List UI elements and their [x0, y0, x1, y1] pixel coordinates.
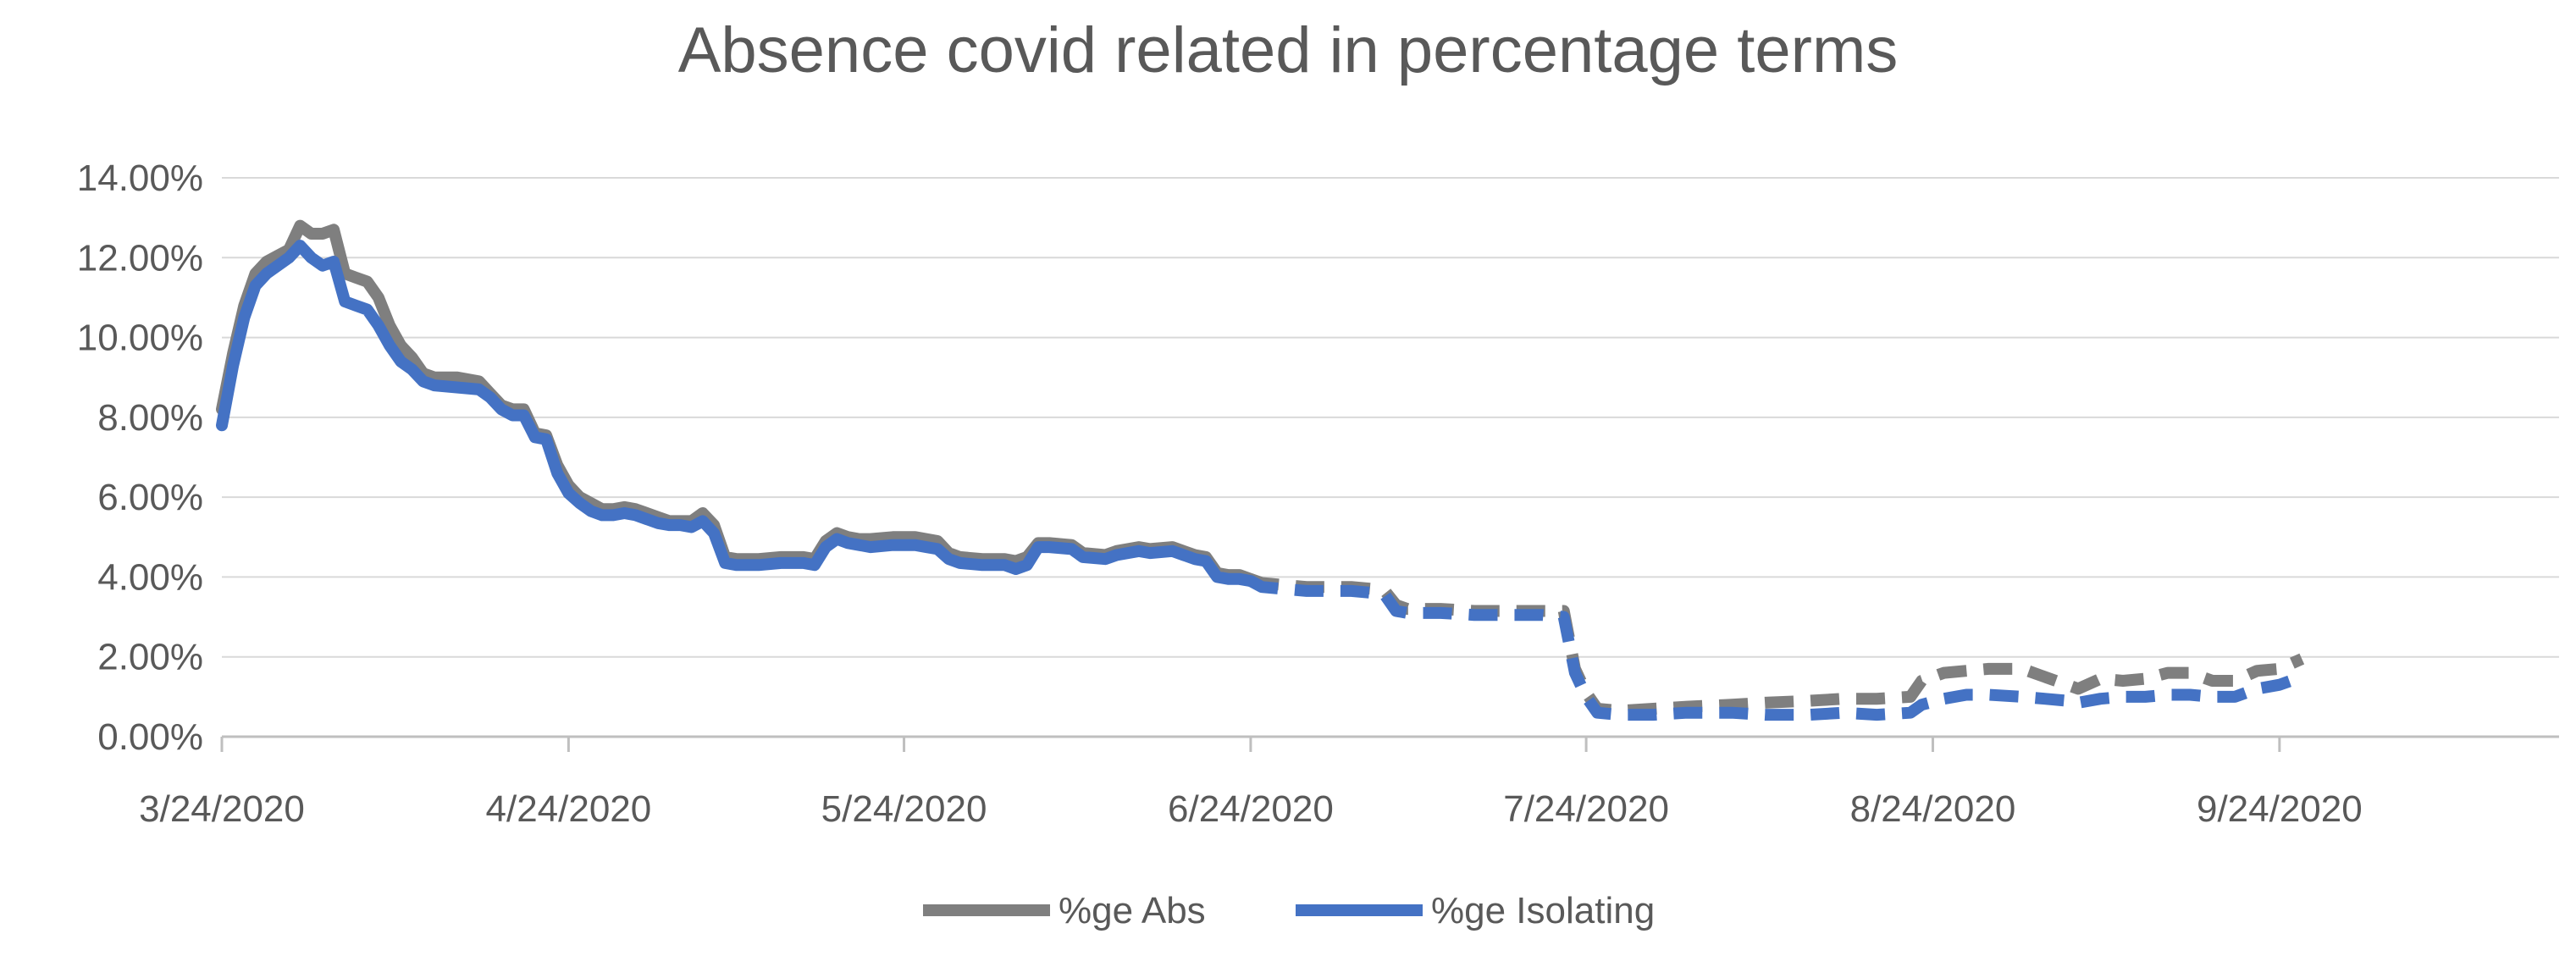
y-tick-label: 12.00%: [77, 237, 203, 279]
y-tick-label: 4.00%: [97, 556, 203, 598]
series-line-ge-abs-solid: [216, 219, 1257, 585]
legend: %ge Abs %ge Isolating: [923, 890, 1655, 931]
x-tick-label: 9/24/2020: [2197, 788, 2363, 830]
x-tick-label: 4/24/2020: [486, 788, 652, 830]
y-axis: 0.00% 2.00% 4.00% 6.00% 8.00% 10.00% 12.00% 14.…: [77, 157, 203, 758]
y-tick-label: 8.00%: [97, 397, 203, 439]
x-tick-label: 7/24/2020: [1503, 788, 1669, 830]
y-tick-label: 0.00%: [97, 716, 203, 758]
x-tick-label: 5/24/2020: [821, 788, 987, 830]
y-tick-label: 2.00%: [97, 637, 203, 678]
series-lines: [216, 219, 2305, 721]
legend-label-ge-isolating: %ge Isolating: [1431, 890, 1655, 931]
x-axis: 3/24/2020 4/24/2020 5/24/2020 6/24/2020 7/24…: [139, 737, 2363, 830]
x-tick-label: 6/24/2020: [1168, 788, 1334, 830]
chart-title: Absence covid related in percentage term…: [677, 14, 1899, 86]
series-line-ge-isolating-solid: [216, 240, 1257, 588]
y-tick-label: 6.00%: [97, 477, 203, 518]
x-tick-label: 8/24/2020: [1850, 788, 2016, 830]
gridlines: [222, 177, 2559, 738]
y-tick-label: 10.00%: [77, 318, 203, 359]
legend-label-ge-abs: %ge Abs: [1059, 890, 1206, 931]
x-tick-label: 3/24/2020: [139, 788, 305, 830]
y-tick-label: 14.00%: [77, 157, 203, 199]
series-line-ge-isolating-dashed: [1247, 575, 2304, 721]
